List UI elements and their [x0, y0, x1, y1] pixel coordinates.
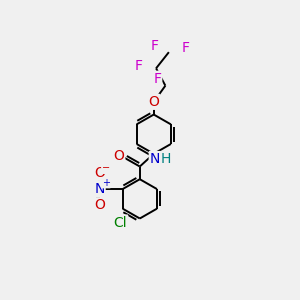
Text: O: O: [94, 166, 105, 180]
Text: −: −: [102, 163, 110, 173]
Text: O: O: [148, 95, 159, 109]
Text: O: O: [94, 198, 105, 212]
Text: N: N: [94, 182, 105, 196]
Text: N: N: [150, 152, 160, 166]
Text: +: +: [102, 178, 110, 188]
Text: Cl: Cl: [113, 215, 127, 230]
Text: F: F: [151, 39, 159, 53]
Text: H: H: [161, 152, 171, 166]
Text: F: F: [153, 72, 161, 86]
Text: F: F: [181, 40, 189, 55]
Text: O: O: [113, 149, 124, 163]
Text: F: F: [135, 59, 142, 73]
